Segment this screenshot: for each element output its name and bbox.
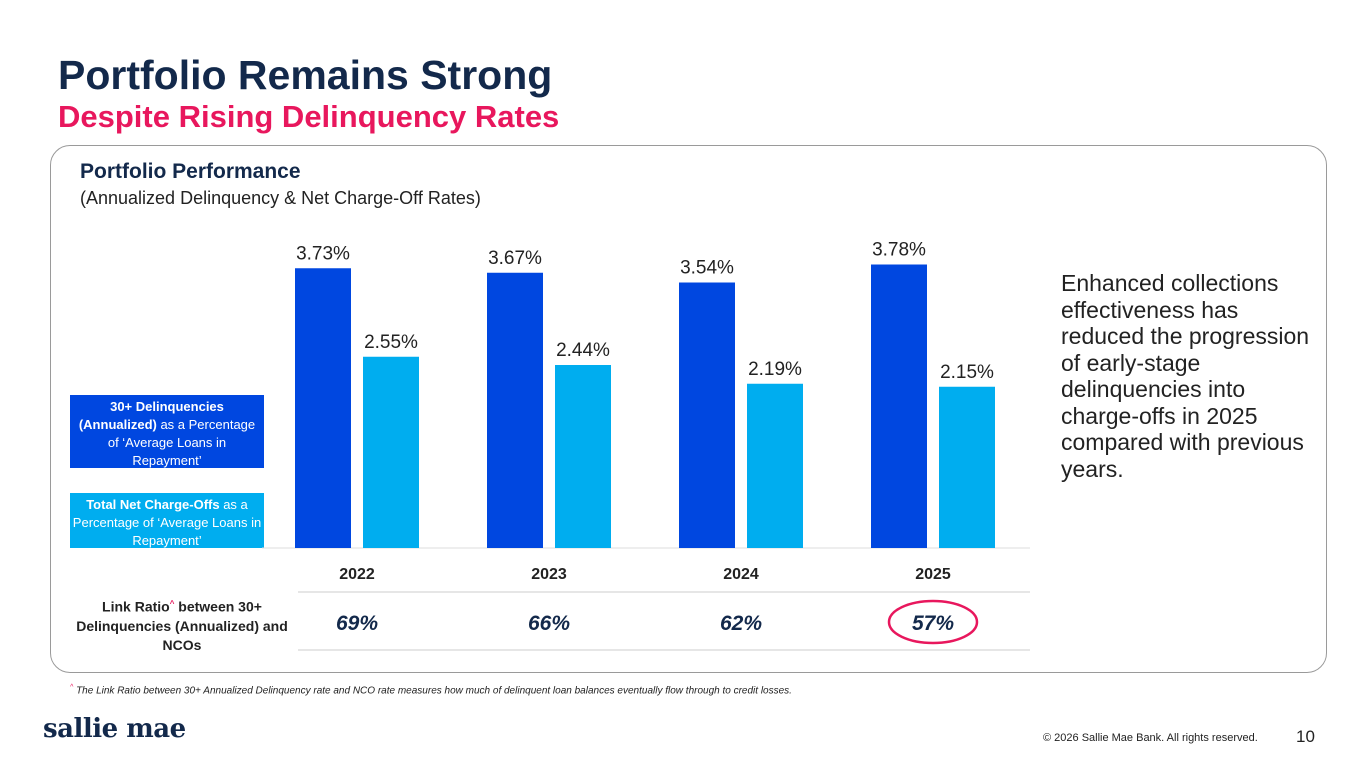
data-label: 3.54% (680, 258, 734, 279)
link-ratio-label: Link Ratio^ between 30+ Delinquencies (A… (72, 594, 292, 655)
footnote-marker: ^ (169, 599, 175, 608)
legend-delinquencies: 30+ Delinquencies (Annualized) as a Perc… (70, 395, 264, 468)
link-ratio-value: 69% (336, 612, 378, 635)
link-ratio-value: 62% (720, 612, 762, 635)
side-commentary: Enhanced collections effectiveness has r… (1061, 270, 1310, 482)
data-label: 3.67% (488, 248, 542, 269)
x-tick-label: 2023 (531, 566, 567, 583)
page-number: 10 (1296, 727, 1315, 746)
legend-bold: Total Net Charge-Offs (86, 497, 220, 512)
chart-subtitle: (Annualized Delinquency & Net Charge-Off… (80, 188, 481, 208)
link-ratio-text: between 30+ Delinquencies (Annualized) a… (76, 598, 288, 653)
data-label: 2.15% (940, 362, 994, 383)
legend-bold: 30+ Delinquencies (Annualized) (78, 399, 224, 432)
page-title: Portfolio Remains Strong (58, 52, 553, 98)
bar-delinquency-2023 (487, 272, 543, 548)
x-tick-label: 2024 (723, 566, 759, 583)
x-tick-label: 2022 (339, 566, 375, 583)
copyright: © 2026 Sallie Mae Bank. All rights reser… (1043, 732, 1258, 744)
bar-delinquency-2025 (871, 264, 927, 548)
data-label: 2.44% (556, 340, 610, 361)
page-subtitle: Despite Rising Delinquency Rates (58, 99, 560, 134)
bar-nco-2023 (555, 365, 611, 548)
data-label: 2.19% (748, 359, 802, 380)
bar-nco-2022 (363, 356, 419, 548)
legend-text: as a Percentage of ‘Average Loans in Rep… (72, 497, 262, 548)
bar-delinquency-2024 (679, 282, 735, 548)
highlight-circle (887, 599, 979, 645)
x-tick-label: 2025 (915, 566, 951, 583)
sallie-mae-logo: sallie mae (43, 714, 186, 744)
chart-card (50, 145, 1327, 673)
bar-nco-2025 (939, 386, 995, 548)
link-ratio-value: 66% (528, 612, 570, 635)
data-label: 2.55% (364, 332, 418, 353)
chart-title: Portfolio Performance (80, 160, 301, 183)
data-label: 3.73% (296, 243, 350, 264)
legend-net-charge-offs: Total Net Charge-Offs as a Percentage of… (70, 493, 264, 548)
footnote-text: The Link Ratio between 30+ Annualized De… (73, 685, 792, 697)
link-ratio-value: 57% (912, 612, 954, 635)
bar-nco-2024 (747, 383, 803, 548)
data-label: 3.78% (872, 240, 926, 261)
footnote-marker: ^ (70, 684, 74, 691)
footnote: ^ The Link Ratio between 30+ Annualized … (70, 684, 792, 696)
bar-delinquency-2022 (295, 268, 351, 548)
legend-text: as a Percentage of ‘Average Loans in Rep… (107, 417, 256, 468)
link-ratio-text: Link Ratio (102, 598, 170, 615)
